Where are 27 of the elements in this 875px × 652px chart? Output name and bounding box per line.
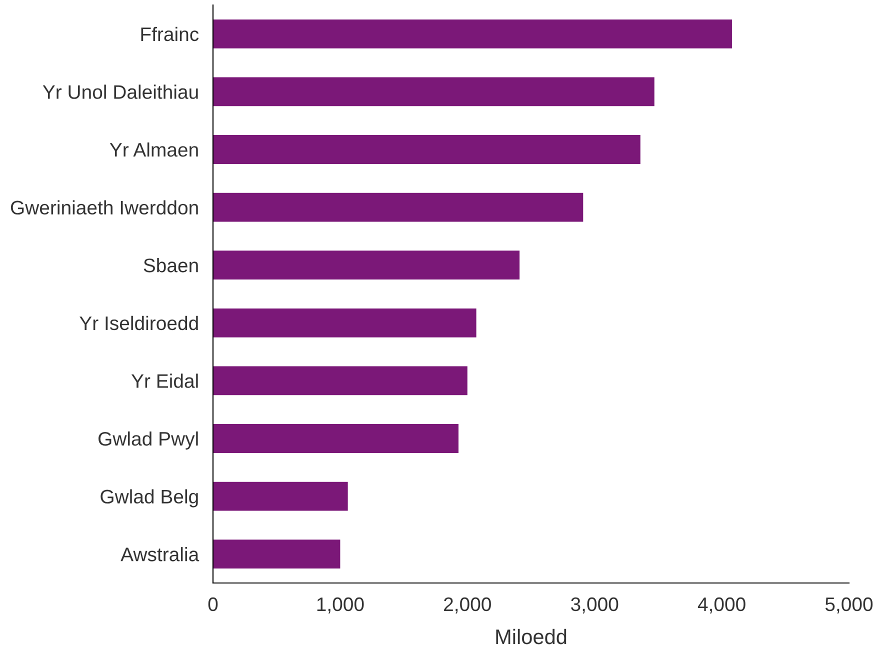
- y-tick-label: Yr Iseldiroedd: [80, 316, 198, 330]
- bar: [213, 366, 468, 396]
- y-tick-label: Gwlad Pwyl: [98, 431, 198, 450]
- x-tick-label: 5,000: [825, 597, 873, 614]
- y-tick-label: Gweriniaeth Iwerddon: [10, 200, 198, 215]
- y-tick-label: Awstralia: [120, 547, 200, 562]
- x-tick-label: 1,000: [317, 597, 364, 614]
- x-tick-label: 0: [208, 597, 218, 612]
- bar: [213, 424, 458, 453]
- y-tick-label: Ffrainc: [141, 26, 199, 42]
- y-tick-label: Yr Almaen: [110, 142, 198, 157]
- y-tick-label: Gwlad Belg: [100, 489, 198, 508]
- bar: [213, 77, 654, 106]
- y-tick-label: Sbaen: [144, 258, 198, 272]
- x-tick-label: 3,000: [571, 597, 618, 614]
- bar: [213, 250, 520, 280]
- x-tick-label: 2,000: [444, 597, 491, 614]
- x-tick-label: 4,000: [698, 597, 746, 614]
- bar: [213, 482, 348, 511]
- bar: [213, 19, 732, 48]
- bar: [213, 308, 476, 338]
- y-tick-label: Yr Eidal: [131, 374, 198, 388]
- y-tick-label: Yr Unol Daleithiau: [42, 84, 198, 99]
- bar: [213, 192, 584, 222]
- x-axis-title: Miloedd: [496, 628, 566, 644]
- bar: [213, 540, 340, 569]
- bar: [213, 135, 640, 164]
